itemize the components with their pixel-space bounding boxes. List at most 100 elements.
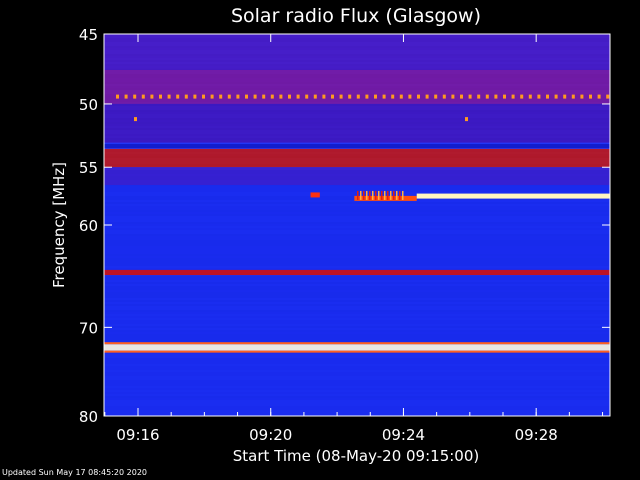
periodic-mark (408, 94, 412, 99)
periodic-mark (451, 94, 455, 99)
periodic-mark (305, 94, 309, 99)
periodic-mark (425, 94, 429, 99)
y-axis: 45 50 55 60 70 80 (79, 26, 610, 426)
band-edge (104, 342, 610, 345)
periodic-mark (365, 94, 369, 99)
periodic-mark (124, 94, 128, 99)
burst-spike (393, 190, 395, 200)
periodic-mark (296, 94, 300, 99)
burst-spike (384, 190, 386, 200)
burst-spike (381, 190, 383, 200)
y-tick-label: 70 (79, 319, 98, 337)
periodic-mark (116, 94, 119, 99)
periodic-mark (288, 94, 291, 99)
periodic-mark (356, 94, 360, 99)
x-tick-label: 09:24 (382, 426, 425, 444)
frequency-band (104, 148, 610, 168)
noise-stripe (104, 144, 610, 146)
y-tick-label: 50 (79, 96, 98, 114)
periodic-mark (339, 94, 343, 99)
periodic-mark (382, 94, 386, 99)
chart-title: Solar radio Flux (Glasgow) (231, 5, 481, 27)
periodic-mark (184, 94, 188, 99)
burst-spike (390, 190, 392, 200)
burst-spike (360, 190, 362, 200)
periodic-mark (270, 94, 274, 99)
periodic-mark (597, 94, 601, 99)
burst-spike (387, 190, 389, 200)
periodic-mark (399, 94, 403, 99)
periodic-mark (331, 94, 334, 99)
periodic-mark (279, 94, 283, 99)
periodic-mark (554, 94, 558, 99)
burst-spike (363, 190, 365, 200)
x-tick-label: 09:28 (515, 426, 558, 444)
periodic-mark (374, 94, 377, 99)
periodic-mark (494, 94, 498, 99)
periodic-mark (606, 94, 610, 99)
periodic-mark (537, 94, 541, 99)
periodic-mark (391, 94, 395, 99)
burst-spike (378, 190, 380, 200)
periodic-mark (589, 94, 592, 99)
burst (310, 192, 320, 198)
periodic-mark (210, 94, 214, 99)
periodic-mark (253, 94, 257, 99)
periodic-mark (460, 94, 463, 99)
y-tick-label: 45 (79, 26, 98, 44)
periodic-mark (236, 94, 240, 99)
periodic-mark (141, 94, 145, 99)
periodic-mark (528, 94, 532, 99)
periodic-mark (546, 94, 549, 99)
periodic-mark (571, 94, 575, 99)
periodic-mark (167, 94, 171, 99)
periodic-mark (580, 94, 584, 99)
noise-stripe (104, 142, 610, 144)
periodic-mark (313, 94, 317, 99)
burst-spike (372, 190, 374, 200)
plot-area (104, 34, 610, 416)
periodic-mark (468, 94, 472, 99)
burst-spike (402, 190, 404, 200)
y-tick-label: 55 (79, 159, 98, 177)
periodic-mark (176, 94, 180, 99)
frequency-band (104, 269, 610, 276)
burst-spike (396, 190, 398, 200)
periodic-mark (563, 94, 567, 99)
frequency-band (104, 34, 610, 70)
periodic-mark (511, 94, 515, 99)
periodic-mark (434, 94, 438, 99)
frequency-band (104, 103, 610, 143)
periodic-mark (150, 94, 154, 99)
periodic-mark (348, 94, 352, 99)
x-axis: 09:16 09:20 09:24 09:28 (104, 34, 604, 444)
isolated-mark (134, 117, 137, 122)
frequency-band (104, 344, 610, 351)
frequency-band (104, 167, 610, 186)
periodic-mark (133, 94, 137, 99)
y-axis-label: Frequency [MHz] (50, 162, 68, 288)
x-axis-label: Start Time (08-May-20 09:15:00) (233, 447, 479, 465)
updated-timestamp: Updated Sun May 17 08:45:20 2020 (2, 468, 147, 477)
periodic-mark (322, 94, 326, 99)
periodic-mark (219, 94, 223, 99)
periodic-mark (503, 94, 506, 99)
periodic-mark (202, 94, 205, 99)
periodic-mark (442, 94, 446, 99)
burst-spike (375, 190, 377, 200)
burst-spike (366, 190, 368, 200)
periodic-mark (477, 94, 481, 99)
periodic-mark (417, 94, 420, 99)
y-tick-label: 80 (79, 408, 98, 426)
y-tick-label: 60 (79, 217, 98, 235)
periodic-mark (485, 94, 489, 99)
periodic-mark (193, 94, 197, 99)
burst-spike (369, 190, 371, 200)
isolated-mark (465, 117, 468, 122)
periodic-mark (245, 94, 248, 99)
band-edge (104, 350, 610, 353)
burst-spike (399, 190, 401, 200)
burst (354, 195, 417, 201)
burst-spike (357, 190, 359, 200)
periodic-mark (159, 94, 162, 99)
